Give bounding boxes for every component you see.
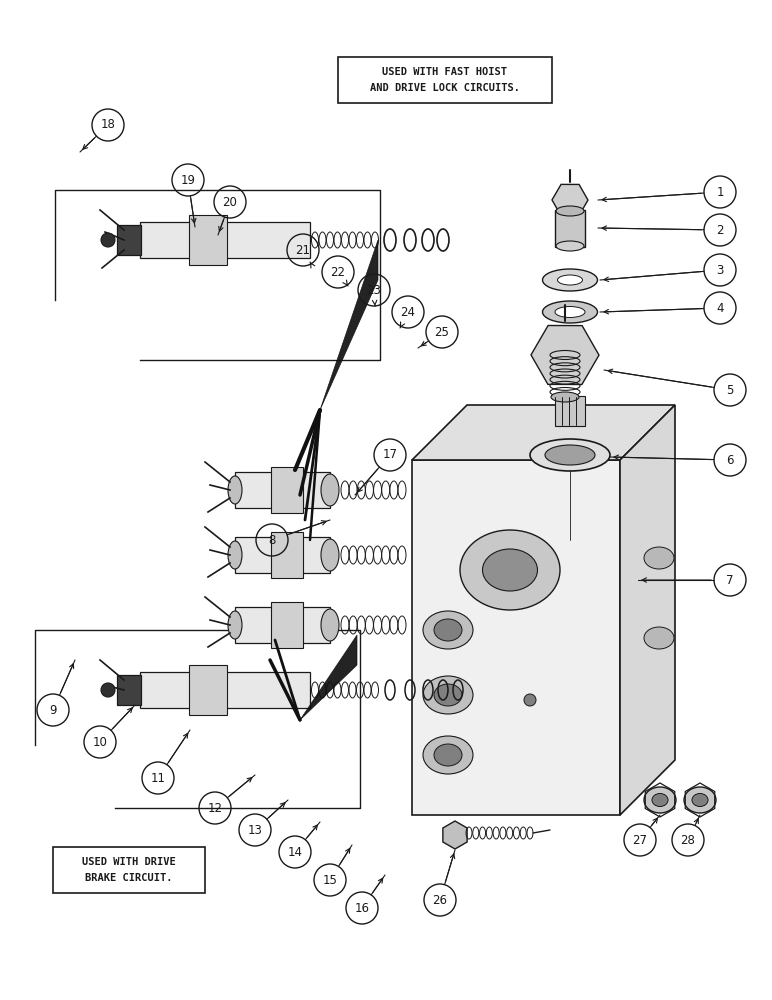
Text: 19: 19 <box>181 174 195 186</box>
FancyBboxPatch shape <box>271 467 303 513</box>
Polygon shape <box>140 222 310 258</box>
Ellipse shape <box>321 539 339 571</box>
Polygon shape <box>300 635 357 720</box>
Text: 23: 23 <box>367 284 381 296</box>
Text: 14: 14 <box>287 846 303 858</box>
Text: 21: 21 <box>296 243 310 256</box>
Text: 7: 7 <box>726 574 733 586</box>
Circle shape <box>524 694 536 706</box>
FancyBboxPatch shape <box>555 396 585 426</box>
Text: 27: 27 <box>632 834 648 846</box>
Text: 24: 24 <box>401 306 415 318</box>
Text: 5: 5 <box>726 383 733 396</box>
Polygon shape <box>235 472 330 508</box>
Ellipse shape <box>321 609 339 641</box>
Text: 15: 15 <box>323 874 337 886</box>
Polygon shape <box>235 537 330 573</box>
Text: 22: 22 <box>330 265 346 278</box>
Text: 3: 3 <box>716 263 723 276</box>
Text: 20: 20 <box>222 196 238 209</box>
Text: 26: 26 <box>432 894 448 906</box>
FancyBboxPatch shape <box>189 215 227 265</box>
Ellipse shape <box>644 787 676 813</box>
Ellipse shape <box>543 301 598 323</box>
Ellipse shape <box>228 611 242 639</box>
FancyBboxPatch shape <box>189 665 227 715</box>
Ellipse shape <box>482 549 537 591</box>
Ellipse shape <box>543 269 598 291</box>
Text: AND DRIVE LOCK CIRCUITS.: AND DRIVE LOCK CIRCUITS. <box>370 83 520 93</box>
Ellipse shape <box>228 541 242 569</box>
Text: 25: 25 <box>435 326 449 338</box>
Polygon shape <box>412 460 620 815</box>
Ellipse shape <box>423 611 473 649</box>
FancyBboxPatch shape <box>338 57 552 103</box>
Text: 17: 17 <box>382 448 398 462</box>
Ellipse shape <box>321 474 339 506</box>
Text: 13: 13 <box>248 824 262 836</box>
Ellipse shape <box>434 684 462 706</box>
Circle shape <box>101 683 115 697</box>
Ellipse shape <box>556 241 584 251</box>
Text: BRAKE CIRCUIT.: BRAKE CIRCUIT. <box>85 873 173 883</box>
Circle shape <box>101 233 115 247</box>
Text: 4: 4 <box>716 302 724 314</box>
Text: 16: 16 <box>354 902 370 914</box>
FancyBboxPatch shape <box>117 675 141 705</box>
Ellipse shape <box>652 794 668 806</box>
Polygon shape <box>620 405 675 815</box>
Ellipse shape <box>434 744 462 766</box>
Text: USED WITH DRIVE: USED WITH DRIVE <box>82 857 176 867</box>
Ellipse shape <box>684 787 716 813</box>
Ellipse shape <box>644 547 674 569</box>
Ellipse shape <box>551 392 579 402</box>
Text: 10: 10 <box>93 736 107 748</box>
Ellipse shape <box>423 676 473 714</box>
Text: 18: 18 <box>100 118 116 131</box>
Text: 1: 1 <box>716 186 724 198</box>
Ellipse shape <box>557 275 583 285</box>
Text: 2: 2 <box>716 224 724 236</box>
Ellipse shape <box>228 476 242 504</box>
Ellipse shape <box>530 439 610 471</box>
Ellipse shape <box>460 530 560 610</box>
Polygon shape <box>412 405 675 460</box>
Ellipse shape <box>644 627 674 649</box>
Text: 6: 6 <box>726 454 733 466</box>
FancyBboxPatch shape <box>271 602 303 648</box>
FancyBboxPatch shape <box>555 210 585 247</box>
Ellipse shape <box>555 306 585 318</box>
Text: 9: 9 <box>49 704 57 716</box>
Text: 12: 12 <box>208 802 222 814</box>
Polygon shape <box>140 672 310 708</box>
Text: 8: 8 <box>269 534 276 546</box>
Ellipse shape <box>423 736 473 774</box>
FancyBboxPatch shape <box>117 225 141 255</box>
Ellipse shape <box>556 206 584 216</box>
FancyBboxPatch shape <box>53 847 205 893</box>
Ellipse shape <box>545 445 595 465</box>
Text: 11: 11 <box>151 772 165 784</box>
Ellipse shape <box>692 794 708 806</box>
Text: USED WITH FAST HOIST: USED WITH FAST HOIST <box>382 67 507 77</box>
Ellipse shape <box>434 619 462 641</box>
Polygon shape <box>235 607 330 643</box>
Text: 28: 28 <box>681 834 696 846</box>
FancyBboxPatch shape <box>271 532 303 578</box>
Polygon shape <box>320 240 378 410</box>
